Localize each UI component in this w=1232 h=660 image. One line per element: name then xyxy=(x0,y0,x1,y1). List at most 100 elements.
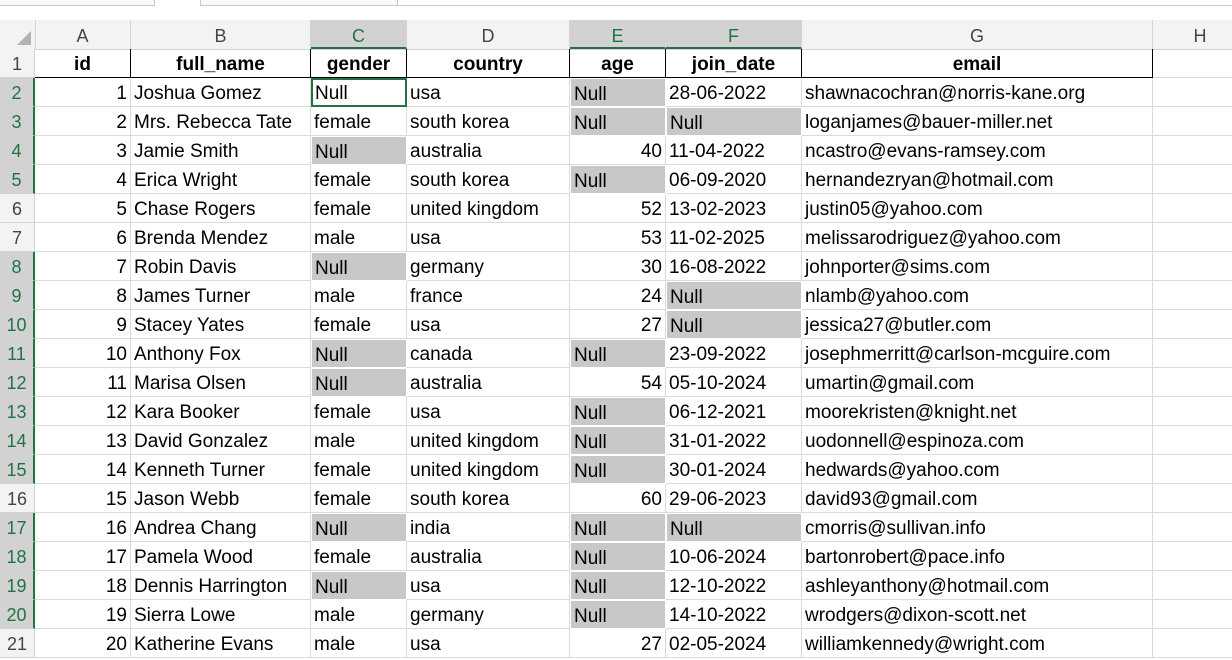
row-header-3[interactable]: 3 xyxy=(0,107,35,136)
cell-c20[interactable]: male xyxy=(311,600,407,629)
cell-c2[interactable]: Null xyxy=(311,78,407,107)
cell-f14[interactable]: 31-01-2022 xyxy=(666,426,802,455)
cell-f4[interactable]: 11-04-2022 xyxy=(666,136,802,165)
cell-b14[interactable]: David Gonzalez xyxy=(131,426,311,455)
cell-b7[interactable]: Brenda Mendez xyxy=(131,223,311,252)
row-header-18[interactable]: 18 xyxy=(0,542,35,571)
cell-c10[interactable]: female xyxy=(311,310,407,339)
cell-d11[interactable]: canada xyxy=(407,339,570,368)
cell-e13[interactable]: Null xyxy=(570,397,666,426)
cell-b19[interactable]: Dennis Harrington xyxy=(131,571,311,600)
cell-h8[interactable] xyxy=(1153,252,1232,281)
cell-g16[interactable]: david93@gmail.com xyxy=(802,484,1153,513)
cell-a17[interactable]: 16 xyxy=(35,513,131,542)
cell-e19[interactable]: Null xyxy=(570,571,666,600)
column-header-b[interactable]: B xyxy=(131,20,311,49)
row-header-15[interactable]: 15 xyxy=(0,455,35,484)
cell-e7[interactable]: 53 xyxy=(570,223,666,252)
cell-d4[interactable]: australia xyxy=(407,136,570,165)
cell-c8[interactable]: Null xyxy=(311,252,407,281)
cell-e20[interactable]: Null xyxy=(570,600,666,629)
cell-e14[interactable]: Null xyxy=(570,426,666,455)
cell-h2[interactable] xyxy=(1153,78,1232,107)
column-header-g[interactable]: G xyxy=(802,20,1153,49)
column-header-d[interactable]: D xyxy=(407,20,570,49)
row-header-6[interactable]: 6 xyxy=(0,194,35,223)
column-header-f[interactable]: F xyxy=(666,20,802,49)
cell-d15[interactable]: united kingdom xyxy=(407,455,570,484)
cell-d10[interactable]: usa xyxy=(407,310,570,339)
cell-a14[interactable]: 13 xyxy=(35,426,131,455)
cell-h14[interactable] xyxy=(1153,426,1232,455)
column-header-c[interactable]: C xyxy=(311,20,407,49)
column-header-e[interactable]: E xyxy=(570,20,666,49)
row-header-13[interactable]: 13 xyxy=(0,397,35,426)
cell-h11[interactable] xyxy=(1153,339,1232,368)
cell-g15[interactable]: hedwards@yahoo.com xyxy=(802,455,1153,484)
cell-b15[interactable]: Kenneth Turner xyxy=(131,455,311,484)
row-header-4[interactable]: 4 xyxy=(0,136,35,165)
cell-g21[interactable]: williamkennedy@wright.com xyxy=(802,629,1153,658)
cell-b3[interactable]: Mrs. Rebecca Tate xyxy=(131,107,311,136)
row-header-9[interactable]: 9 xyxy=(0,281,35,310)
column-header-h[interactable]: H xyxy=(1153,20,1232,49)
cell-c4[interactable]: Null xyxy=(311,136,407,165)
cell-b21[interactable]: Katherine Evans xyxy=(131,629,311,658)
cell-c13[interactable]: female xyxy=(311,397,407,426)
cell-a20[interactable]: 19 xyxy=(35,600,131,629)
header-cell-full-name[interactable]: full_name xyxy=(131,49,311,78)
cell-c11[interactable]: Null xyxy=(311,339,407,368)
cell-e9[interactable]: 24 xyxy=(570,281,666,310)
cell-a8[interactable]: 7 xyxy=(35,252,131,281)
cell-h12[interactable] xyxy=(1153,368,1232,397)
cell-d7[interactable]: usa xyxy=(407,223,570,252)
cell-d3[interactable]: south korea xyxy=(407,107,570,136)
cell-e18[interactable]: Null xyxy=(570,542,666,571)
cell-h1[interactable] xyxy=(1153,49,1232,78)
cell-g20[interactable]: wrodgers@dixon-scott.net xyxy=(802,600,1153,629)
cell-g18[interactable]: bartonrobert@pace.info xyxy=(802,542,1153,571)
row-header-7[interactable]: 7 xyxy=(0,223,35,252)
row-header-10[interactable]: 10 xyxy=(0,310,35,339)
cell-f18[interactable]: 10-06-2024 xyxy=(666,542,802,571)
cell-c9[interactable]: male xyxy=(311,281,407,310)
cell-e5[interactable]: Null xyxy=(570,165,666,194)
cell-c15[interactable]: female xyxy=(311,455,407,484)
cell-b8[interactable]: Robin Davis xyxy=(131,252,311,281)
cell-h5[interactable] xyxy=(1153,165,1232,194)
cell-h17[interactable] xyxy=(1153,513,1232,542)
cell-e2[interactable]: Null xyxy=(570,78,666,107)
cell-a3[interactable]: 2 xyxy=(35,107,131,136)
cell-b13[interactable]: Kara Booker xyxy=(131,397,311,426)
cell-d9[interactable]: france xyxy=(407,281,570,310)
cell-d13[interactable]: usa xyxy=(407,397,570,426)
cell-h6[interactable] xyxy=(1153,194,1232,223)
cell-g2[interactable]: shawnacochran@norris-kane.org xyxy=(802,78,1153,107)
header-cell-gender[interactable]: gender xyxy=(311,49,407,78)
cell-f17[interactable]: Null xyxy=(666,513,802,542)
cell-c7[interactable]: male xyxy=(311,223,407,252)
cell-e3[interactable]: Null xyxy=(570,107,666,136)
cell-c14[interactable]: male xyxy=(311,426,407,455)
cell-b4[interactable]: Jamie Smith xyxy=(131,136,311,165)
cell-b11[interactable]: Anthony Fox xyxy=(131,339,311,368)
cell-a11[interactable]: 10 xyxy=(35,339,131,368)
cell-e8[interactable]: 30 xyxy=(570,252,666,281)
cell-a13[interactable]: 12 xyxy=(35,397,131,426)
cell-d21[interactable]: usa xyxy=(407,629,570,658)
cell-h7[interactable] xyxy=(1153,223,1232,252)
cell-g10[interactable]: jessica27@butler.com xyxy=(802,310,1153,339)
cell-g6[interactable]: justin05@yahoo.com xyxy=(802,194,1153,223)
cell-h21[interactable] xyxy=(1153,629,1232,658)
cell-f21[interactable]: 02-05-2024 xyxy=(666,629,802,658)
cell-f8[interactable]: 16-08-2022 xyxy=(666,252,802,281)
cell-e10[interactable]: 27 xyxy=(570,310,666,339)
cell-g9[interactable]: nlamb@yahoo.com xyxy=(802,281,1153,310)
cell-d5[interactable]: south korea xyxy=(407,165,570,194)
row-header-14[interactable]: 14 xyxy=(0,426,35,455)
header-cell-join-date[interactable]: join_date xyxy=(666,49,802,78)
row-header-1[interactable]: 1 xyxy=(0,49,35,78)
cell-h19[interactable] xyxy=(1153,571,1232,600)
cell-f19[interactable]: 12-10-2022 xyxy=(666,571,802,600)
cell-f5[interactable]: 06-09-2020 xyxy=(666,165,802,194)
